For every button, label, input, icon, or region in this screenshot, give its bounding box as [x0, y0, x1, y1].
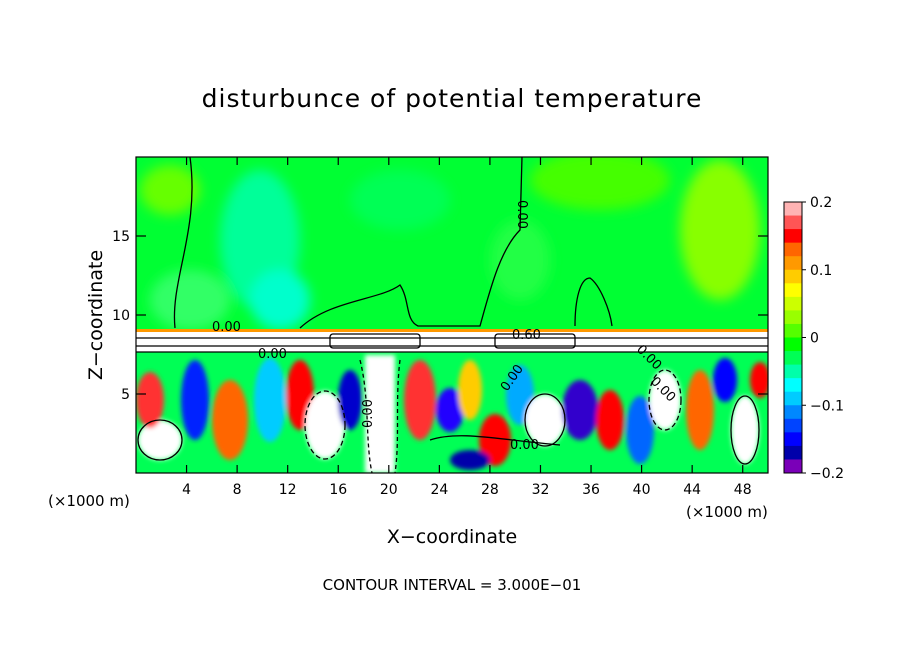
colorbar-swatch [784, 364, 802, 379]
colorbar-tick-label: 0 [810, 331, 819, 347]
colorbar-swatch [784, 378, 802, 393]
contour-line [574, 277, 613, 327]
contour-line [137, 419, 183, 461]
y-tick-label: 15 [112, 229, 130, 245]
upper-field-anomalies [140, 157, 760, 330]
colorbar-swatch [784, 337, 802, 352]
colorbar-swatch [784, 418, 802, 433]
y-tick-label: 10 [112, 308, 130, 324]
contour-label: 0.00 [258, 347, 287, 362]
x-tick-label: 16 [329, 482, 347, 498]
colorbar-ticks: 0.2 0.1 0 −0.1 −0.2 [802, 195, 844, 482]
colorbar-swatch [784, 323, 802, 338]
colorbar-swatch [784, 269, 802, 284]
contour-line [173, 157, 193, 329]
y-axis-ticks: 5 10 15 [112, 229, 768, 403]
colorbar-swatch [784, 405, 802, 420]
x-tick-label: 8 [233, 482, 242, 498]
contour-line [429, 435, 561, 446]
contour-line [329, 333, 421, 349]
contour-label: 0.00 [361, 399, 376, 428]
field-layer [136, 157, 768, 473]
colorbar-tick-label: −0.2 [810, 466, 844, 482]
contour-line [359, 359, 373, 473]
x-tick-label: 28 [481, 482, 499, 498]
contour-lines [136, 157, 768, 473]
colorbar-swatch [784, 351, 802, 366]
contour-interval-note: CONTOUR INTERVAL = 3.000E−01 [322, 576, 582, 594]
x-unit-label-right: (×1000 m) [686, 503, 768, 521]
inversion-band [136, 332, 768, 352]
colorbar-swatch [784, 432, 802, 447]
colorbar-swatch [784, 283, 802, 298]
colorbar-swatch [784, 242, 802, 257]
x-tick-label: 20 [380, 482, 398, 498]
x-tick-label: 32 [532, 482, 550, 498]
x-tick-label: 24 [430, 482, 448, 498]
colorbar [783, 201, 803, 474]
x-tick-label: 12 [279, 482, 297, 498]
colorbar-tick-label: 0.2 [810, 195, 832, 211]
chart-title: disturbunce of potential temperature [201, 84, 703, 113]
contour-label: 0.00 [510, 438, 539, 453]
colorbar-swatch [784, 459, 802, 474]
colorbar-tick-label: −0.1 [810, 398, 844, 414]
contour-line [299, 157, 523, 329]
x-tick-label: 36 [582, 482, 600, 498]
colorbar-swatch [784, 445, 802, 460]
contour-line [730, 395, 760, 465]
contour-label: 0.00 [212, 320, 241, 335]
x-tick-label: 48 [734, 482, 752, 498]
contour-line [524, 393, 566, 447]
colorbar-swatch [784, 310, 802, 325]
colorbar-swatch [784, 229, 802, 244]
y-tick-label: 5 [121, 387, 130, 403]
colorbar-swatch [784, 391, 802, 406]
colorbar-swatch [784, 202, 802, 217]
colorbar-swatch [784, 215, 802, 230]
colorbar-swatch [784, 256, 802, 271]
x-tick-label: 4 [182, 482, 191, 498]
contour-line [648, 369, 682, 431]
contour-line [494, 333, 576, 349]
x-unit-label-left: (×1000 m) [48, 492, 130, 510]
x-axis-ticks: 4 8 12 16 20 24 28 32 36 40 44 48 [182, 157, 752, 498]
contour-line [304, 390, 346, 460]
inversion-top [136, 329, 768, 332]
colorbar-swatch [784, 296, 802, 311]
contour-line [394, 359, 401, 473]
contour-label: 0.60 [512, 328, 541, 343]
colorbar-tick-label: 0.1 [810, 263, 832, 279]
x-tick-label: 44 [683, 482, 701, 498]
x-tick-label: 40 [633, 482, 651, 498]
x-axis-label: X−coordinate [386, 526, 518, 548]
contour-label: 0.00 [514, 200, 529, 229]
